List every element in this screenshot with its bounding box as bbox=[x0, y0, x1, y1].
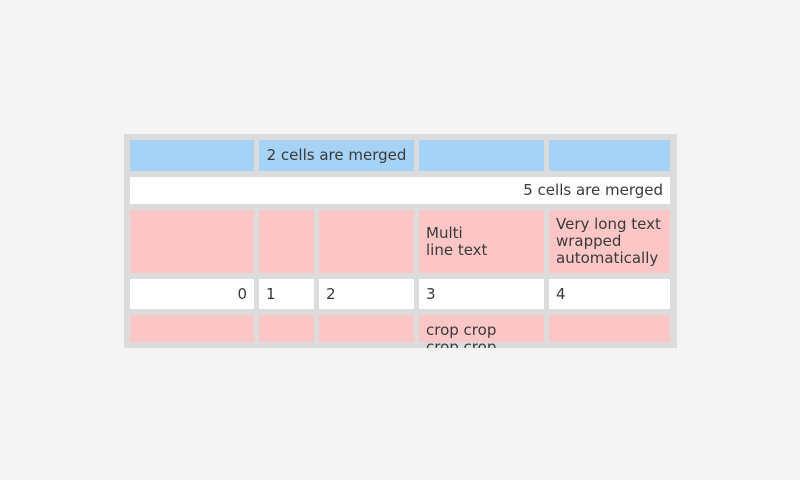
cropped-cell-1[interactable] bbox=[130, 315, 254, 342]
number-cell-1[interactable]: 1 bbox=[259, 279, 314, 309]
crop-text-cell[interactable]: crop crop crop crop bbox=[419, 315, 544, 348]
cropped-cell-3[interactable] bbox=[319, 315, 414, 342]
cell-text: 2 bbox=[326, 284, 336, 303]
wrapped-text-cell[interactable]: Very long text wrapped automatically bbox=[549, 210, 670, 273]
cell-text: 0 bbox=[237, 284, 247, 303]
cell-text: Very long text wrapped automatically bbox=[556, 215, 661, 267]
cell-text: Multi line text bbox=[426, 223, 488, 259]
table-widget: 2 cells are merged 5 cells are merged Mu… bbox=[124, 134, 677, 348]
merged-2-cells[interactable]: 2 cells are merged bbox=[259, 140, 414, 171]
cell-text: 3 bbox=[426, 284, 436, 303]
pink-cell-2[interactable] bbox=[259, 210, 314, 273]
number-cell-2[interactable]: 2 bbox=[319, 279, 414, 309]
number-cell-3[interactable]: 3 bbox=[419, 279, 544, 309]
header-cell-4[interactable] bbox=[419, 140, 544, 171]
multiline-text-cell[interactable]: Multi line text bbox=[419, 210, 544, 273]
cell-text: 5 cells are merged bbox=[523, 181, 663, 199]
cropped-cell-2[interactable] bbox=[259, 315, 314, 342]
number-cell-4[interactable]: 4 bbox=[549, 279, 670, 309]
cell-text: 4 bbox=[556, 284, 566, 303]
pink-cell-3[interactable] bbox=[319, 210, 414, 273]
cropped-cell-5[interactable] bbox=[549, 315, 670, 342]
pink-cell-1[interactable] bbox=[130, 210, 254, 273]
header-cell-5[interactable] bbox=[549, 140, 670, 171]
number-cell-0[interactable]: 0 bbox=[130, 279, 254, 309]
cell-text: 2 cells are merged bbox=[266, 146, 407, 164]
merged-5-cells[interactable]: 5 cells are merged bbox=[130, 177, 670, 204]
cell-text: 1 bbox=[266, 284, 276, 303]
header-cell-1[interactable] bbox=[130, 140, 254, 171]
cell-text: crop crop crop crop bbox=[426, 321, 497, 349]
